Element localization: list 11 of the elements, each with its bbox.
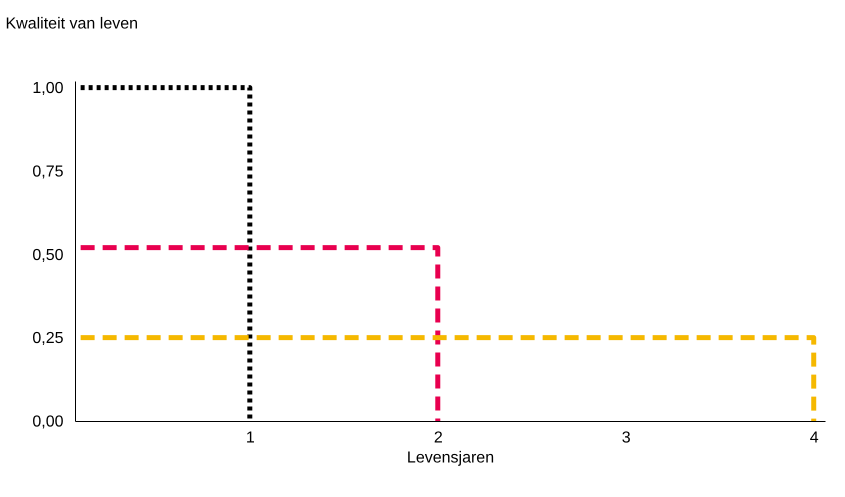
- y-tick-label: 0,25: [32, 330, 64, 348]
- x-tick-label: 4: [810, 430, 819, 446]
- y-tick-label: 0,75: [32, 164, 64, 180]
- y-tick-label: 0,50: [32, 246, 64, 264]
- x-axis-title: Levensjaren: [406, 450, 494, 466]
- y-tick-label: 0,00: [32, 414, 64, 430]
- x-tick-label: 1: [246, 430, 255, 446]
- y-tick-label: 1,00: [32, 80, 64, 98]
- x-tick-label: 3: [622, 430, 631, 446]
- x-tick-label: 2: [434, 430, 443, 446]
- y-axis-title: Kwaliteit van leven: [6, 16, 138, 32]
